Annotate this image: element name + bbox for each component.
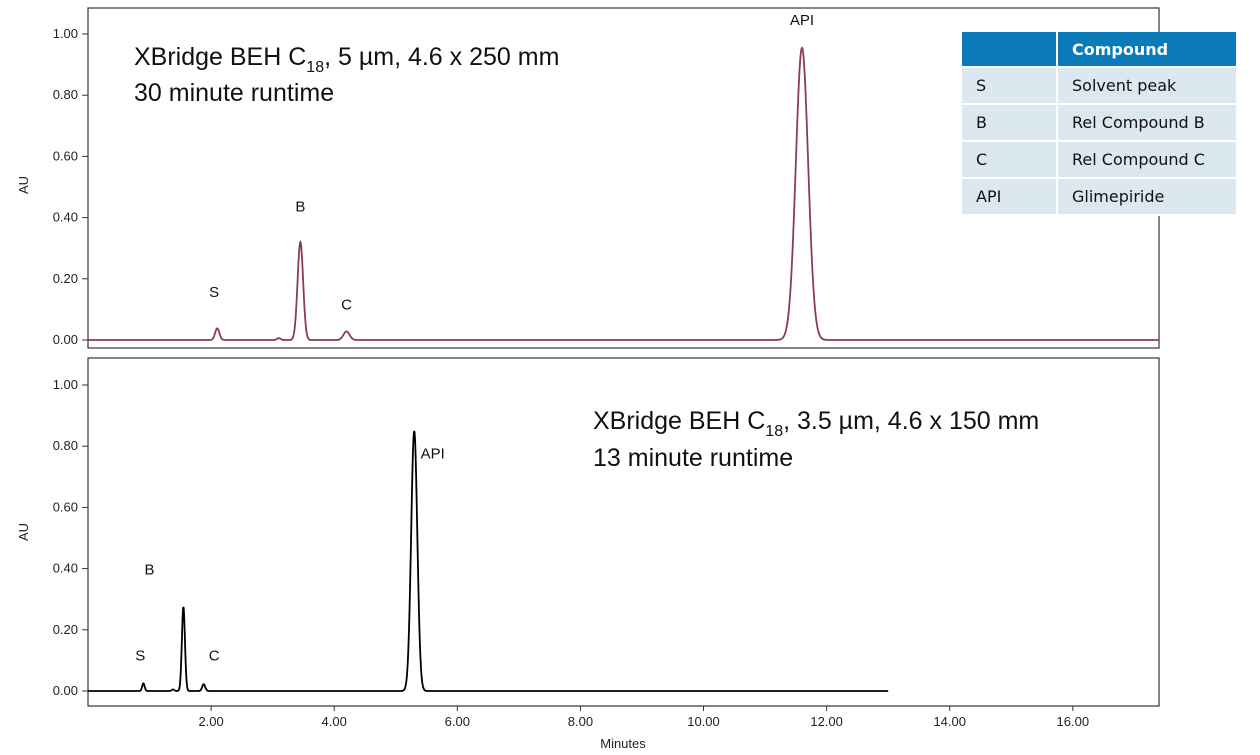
legend-compound: Rel Compound B	[1058, 105, 1238, 142]
x-tick-label: 14.00	[933, 714, 966, 729]
top-peak-label: S	[209, 284, 219, 301]
bottom-y-ticks: 0.00 0.20 0.40 0.60 0.80 1.00	[53, 377, 88, 698]
top-y-tick-label: 0.40	[53, 210, 78, 225]
top-y-axis-title: AU	[16, 176, 31, 194]
x-tick-label: 10.00	[687, 714, 720, 729]
bottom-y-tick-label: 0.40	[53, 561, 78, 576]
legend-code: C	[962, 142, 1058, 179]
bottom-x-ticks: 2.00 4.00 6.00 8.00 10.00 12.00 14.00 16.00	[198, 706, 1089, 729]
x-tick-label: 6.00	[445, 714, 470, 729]
bottom-y-tick-label: 1.00	[53, 377, 78, 392]
x-tick-label: 4.00	[322, 714, 347, 729]
top-y-tick-label: 0.20	[53, 271, 78, 286]
x-tick-label: 8.00	[568, 714, 593, 729]
legend-code: B	[962, 105, 1058, 142]
legend-code: S	[962, 68, 1058, 105]
legend-header-compound: Compound	[1058, 32, 1238, 68]
legend-header-row: Compound	[962, 32, 1238, 68]
legend-row: C Rel Compound C	[962, 142, 1238, 179]
compound-legend-table: Compound S Solvent peak B Rel Compound B…	[962, 32, 1238, 216]
x-axis-title: Minutes	[600, 736, 646, 751]
x-tick-label: 2.00	[198, 714, 223, 729]
x-tick-label: 16.00	[1057, 714, 1090, 729]
legend-compound: Glimepiride	[1058, 179, 1238, 216]
bottom-peak-labels: S B C API	[135, 445, 444, 664]
top-peak-label: B	[295, 198, 305, 215]
bottom-peak-label: C	[209, 647, 220, 664]
bottom-runtime-annotation: 13 minute runtime	[593, 444, 793, 472]
top-y-tick-label: 1.00	[53, 26, 78, 41]
top-peak-label: API	[790, 12, 814, 29]
top-y-tick-label: 0.00	[53, 332, 78, 347]
bottom-y-tick-label: 0.80	[53, 438, 78, 453]
bottom-y-axis-title: AU	[16, 523, 31, 541]
legend-compound: Rel Compound C	[1058, 142, 1238, 179]
bottom-peak-label: B	[145, 562, 155, 579]
top-y-tick-label: 0.80	[53, 87, 78, 102]
legend-header-code	[962, 32, 1058, 68]
x-tick-label: 12.00	[810, 714, 843, 729]
top-peak-label: C	[341, 296, 352, 313]
top-peak-labels: S B C API	[209, 12, 814, 314]
bottom-y-tick-label: 0.60	[53, 499, 78, 514]
bottom-peak-label: S	[135, 647, 145, 664]
bottom-plot-frame	[87, 357, 1160, 707]
bottom-y-tick-label: 0.20	[53, 622, 78, 637]
bottom-column-annotation: XBridge BEH C18, 3.5 µm, 4.6 x 150 mm	[593, 407, 1039, 440]
top-chromatogram-trace	[88, 46, 1159, 341]
bottom-y-tick-label: 0.00	[53, 683, 78, 698]
bottom-panel: 0.00 0.20 0.40 0.60 0.80 1.00 2.00 4.00 6.00 8.0…	[16, 357, 1160, 751]
top-column-annotation: XBridge BEH C18, 5 µm, 4.6 x 250 mm	[134, 43, 559, 76]
legend-compound: Solvent peak	[1058, 68, 1238, 105]
legend-row: API Glimepiride	[962, 179, 1238, 216]
top-runtime-annotation: 30 minute runtime	[134, 79, 334, 107]
bottom-peak-label: API	[421, 445, 445, 462]
legend-row: B Rel Compound B	[962, 105, 1238, 142]
top-y-tick-label: 0.60	[53, 148, 78, 163]
top-y-ticks: 0.00 0.20 0.40 0.60 0.80 1.00	[53, 26, 88, 347]
legend-code: API	[962, 179, 1058, 216]
bottom-chromatogram-trace	[88, 430, 889, 692]
legend-row: S Solvent peak	[962, 68, 1238, 105]
